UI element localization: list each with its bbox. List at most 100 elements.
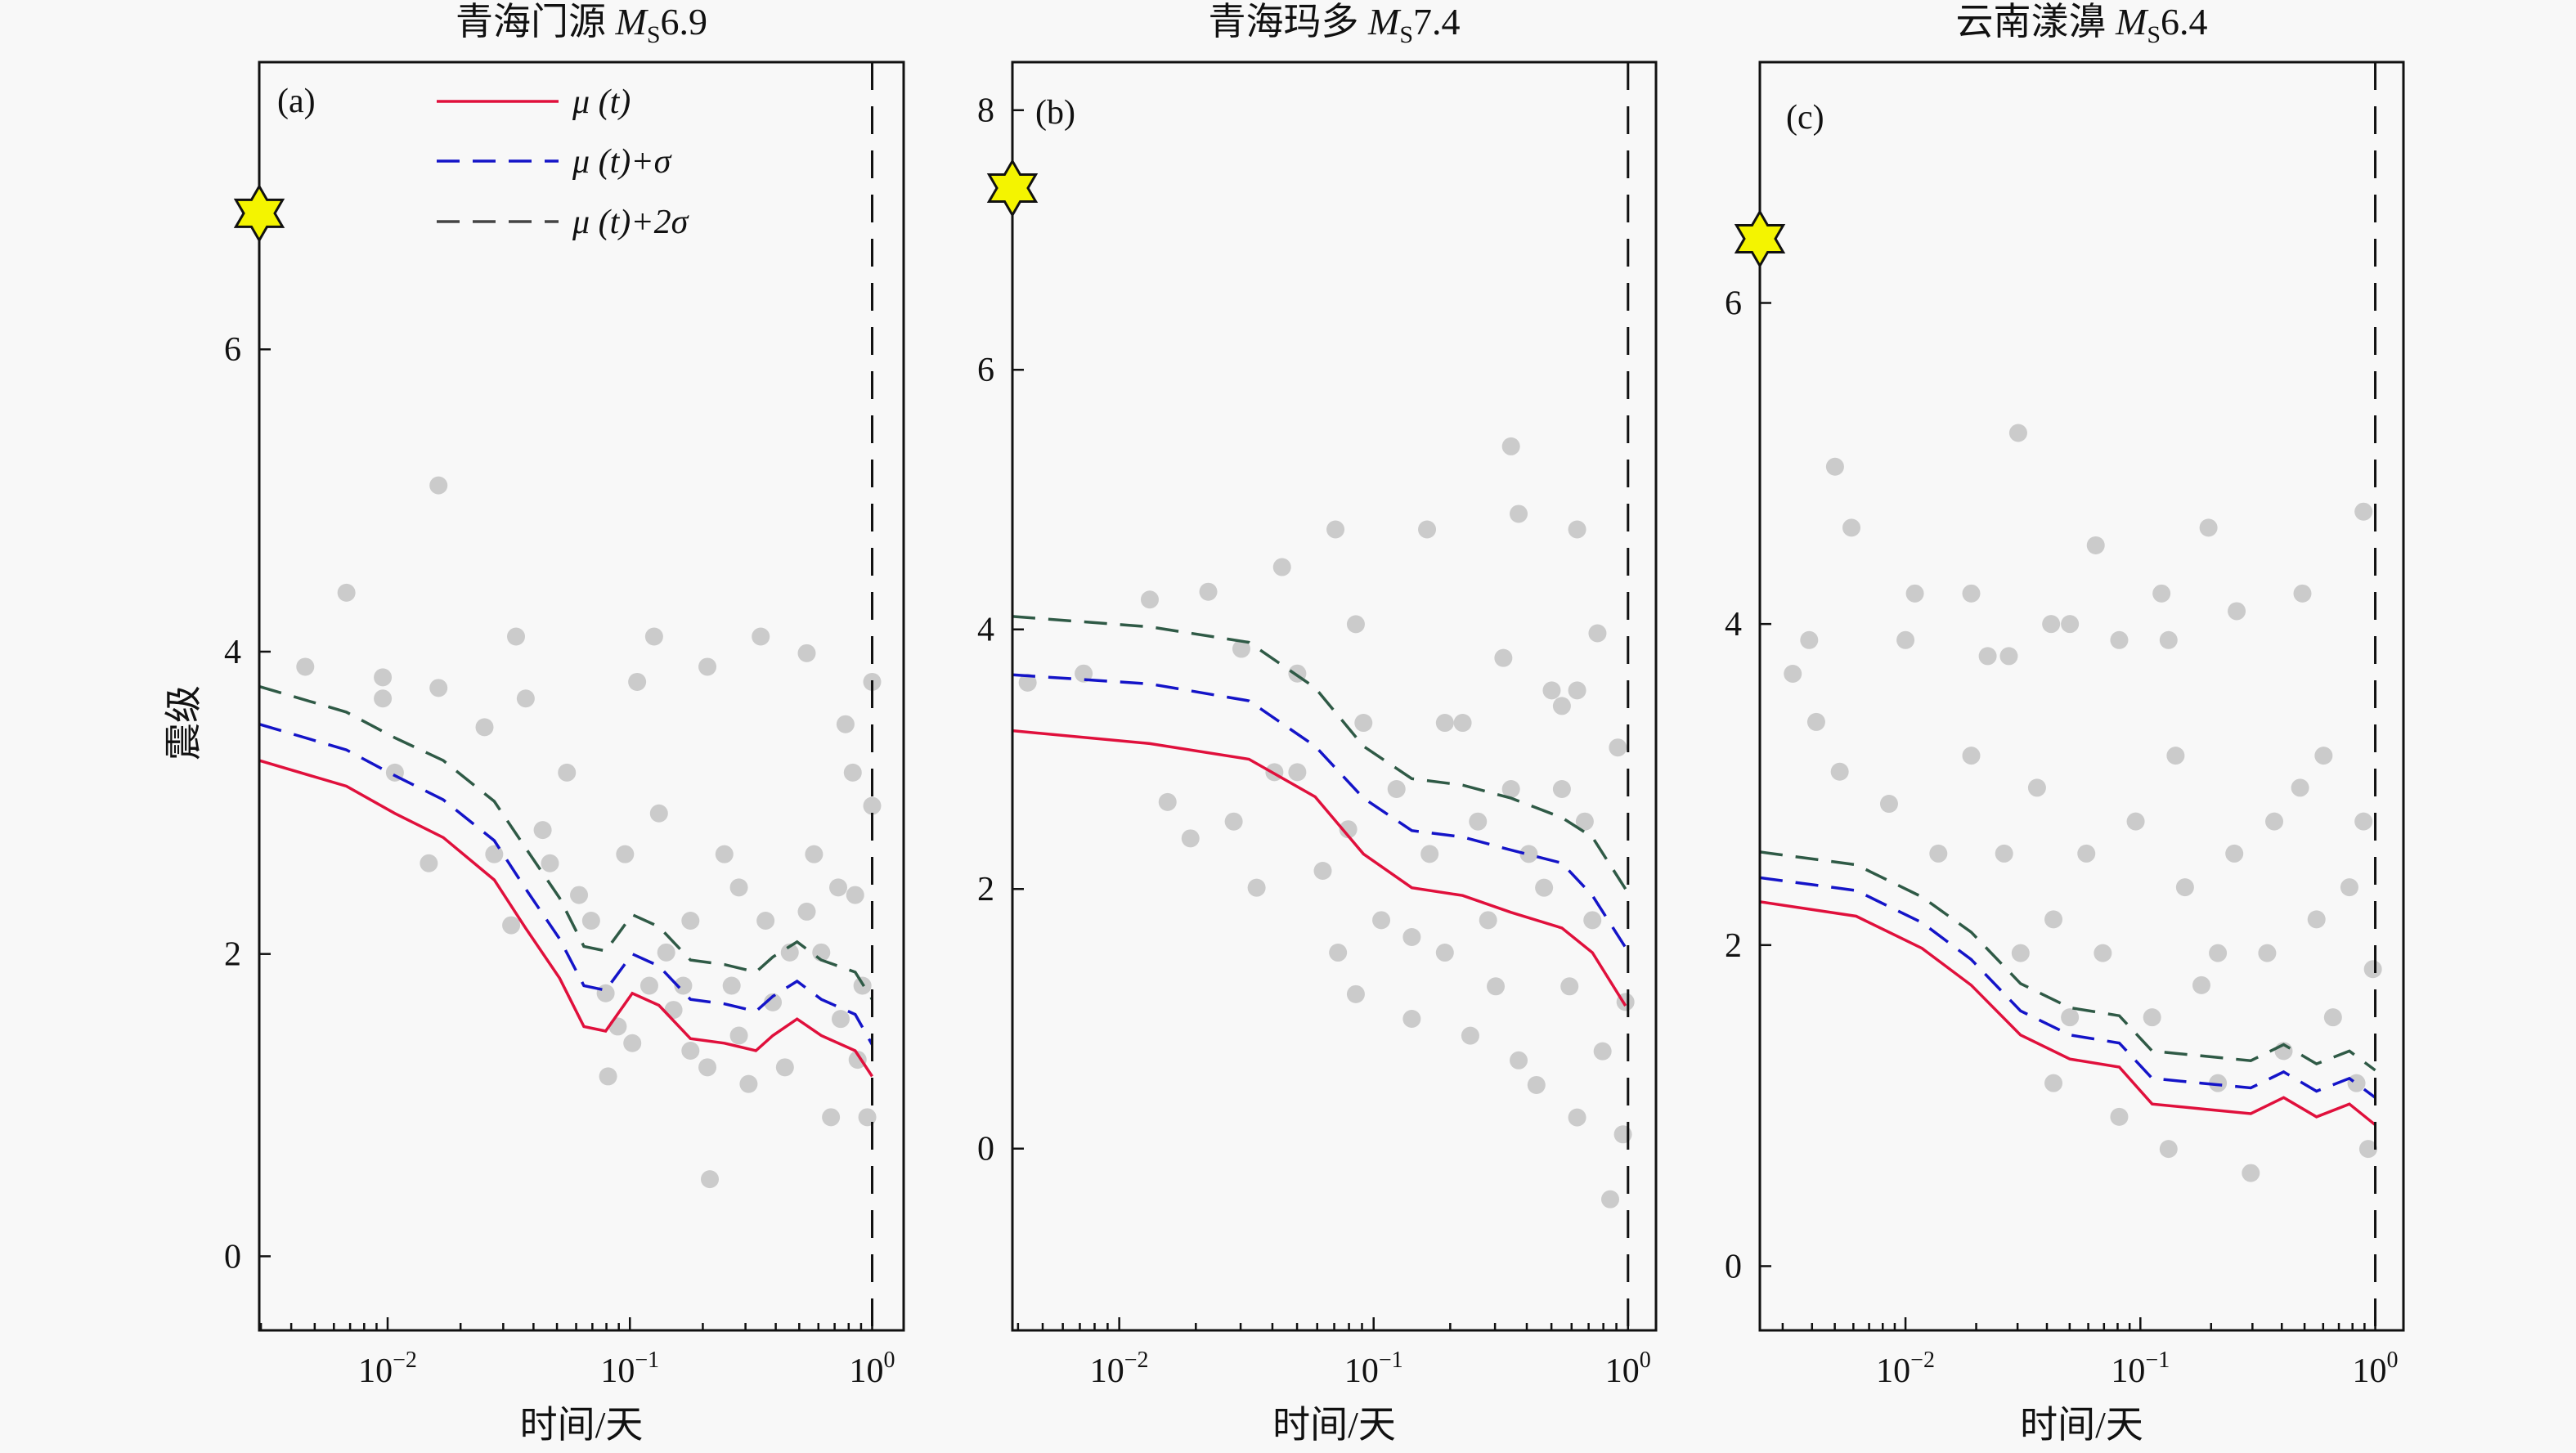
aftershock-point: [1575, 812, 1594, 831]
aftershock-point: [2307, 910, 2326, 929]
aftershock-point: [1487, 977, 1506, 996]
legend-item: μ (t): [437, 83, 631, 121]
x-tick-label: 10−1: [600, 1348, 659, 1390]
aftershock-point: [596, 984, 615, 1002]
aftershock-point: [1418, 520, 1437, 539]
aftershock-point: [1830, 762, 1849, 781]
aftershock-point: [1313, 862, 1332, 881]
aftershock-point: [2199, 518, 2218, 537]
tick-exponent: −1: [635, 1348, 659, 1373]
aftershock-point: [2094, 944, 2112, 962]
aftershock-point: [420, 854, 438, 872]
aftershock-point: [1601, 1190, 1620, 1209]
axes-frame: [1011, 61, 1658, 1332]
aftershock-point: [775, 1058, 794, 1077]
aftershock-point: [1568, 681, 1586, 700]
aftershock-point: [1560, 977, 1579, 996]
mu-curve: [259, 759, 873, 1078]
aftershock-point: [1339, 820, 1358, 839]
mu-plus-2sigma-curve: [1760, 850, 2376, 1072]
aftershock-point: [1402, 927, 1421, 946]
aftershock-point: [1542, 681, 1561, 700]
y-tick-label: 2: [977, 871, 994, 908]
aftershock-point: [843, 763, 862, 782]
aftershock-point: [2175, 878, 2194, 897]
mu-plus-sigma-curve: [259, 723, 874, 1046]
aftershock-point: [2314, 747, 2333, 765]
aftershock-point: [1469, 812, 1488, 831]
title-magnitude-symbol: M: [614, 1, 648, 43]
aftershock-point: [628, 672, 647, 691]
aftershock-point: [2110, 1107, 2129, 1126]
aftershock-point: [1842, 518, 1861, 537]
aftershock-point: [1800, 630, 1819, 649]
aftershock-point: [2340, 878, 2358, 897]
aftershock-point: [2347, 1074, 2366, 1092]
tick-exponent: 0: [883, 1348, 895, 1373]
aftershock-point: [1501, 780, 1520, 799]
aftershock-point: [2110, 630, 2129, 649]
aftershock-point: [848, 1051, 867, 1070]
panel-tag: (b): [1035, 94, 1075, 132]
aftershock-point: [698, 1058, 717, 1077]
aftershock-point: [429, 476, 448, 495]
aftershock-point: [1825, 457, 1844, 476]
aftershock-point: [1962, 747, 1981, 765]
y-tick-label: 6: [224, 331, 241, 369]
panel-title: 青海门源 MS6.9: [456, 1, 707, 48]
aftershock-point: [1896, 630, 1915, 649]
aftershock-point: [1346, 984, 1365, 1003]
aftershock-point: [2159, 630, 2178, 649]
tick-exponent: −2: [1910, 1348, 1935, 1373]
x-tick-label: 100: [1605, 1348, 1651, 1390]
aftershock-point: [516, 689, 535, 708]
aftershock-point: [698, 657, 717, 676]
aftershock-point: [581, 912, 600, 931]
aftershock-point: [1199, 582, 1218, 601]
aftershock-point: [1232, 639, 1250, 658]
aftershock-point: [822, 1108, 841, 1127]
panel-title: 云南漾濞 MS6.4: [1955, 1, 2207, 48]
mu-plus-2sigma-curve: [1012, 615, 1627, 890]
aftershock-point: [1510, 505, 1528, 523]
aftershock-points: [1018, 437, 1635, 1209]
aftershock-point: [1929, 844, 1948, 863]
aftershock-point: [797, 902, 816, 921]
y-tick-label: 0: [224, 1238, 241, 1276]
mu-plus-sigma-curve: [1760, 876, 2376, 1099]
aftershock-point: [1879, 795, 1898, 814]
aftershock-point: [608, 1017, 627, 1036]
aftershock-point: [2363, 960, 2382, 979]
aftershock-point: [2192, 975, 2210, 994]
aftershock-point: [863, 796, 882, 815]
aftershock-point: [1479, 911, 1497, 930]
aftershock-point: [780, 943, 799, 962]
aftershock-point: [374, 668, 393, 687]
aftershock-point: [296, 657, 315, 676]
y-axis-label: 震级: [163, 685, 204, 760]
title-magnitude-symbol: M: [2115, 1, 2149, 43]
x-tick-label: 100: [2353, 1348, 2399, 1390]
aftershock-point: [1519, 845, 1538, 863]
aftershock-point: [1354, 714, 1373, 733]
y-tick-label: 0: [1725, 1248, 1742, 1285]
aftershock-point: [674, 976, 693, 995]
tick-base: 10: [358, 1352, 393, 1390]
tick-exponent: −2: [1124, 1348, 1149, 1373]
aftershock-point: [1461, 1026, 1479, 1045]
y-tick-label: 4: [224, 634, 241, 671]
aftershock-point: [1568, 520, 1586, 539]
y-tick-label: 2: [224, 936, 241, 974]
x-axis-label: 时间/天: [1272, 1404, 1396, 1446]
tick-base: 10: [2111, 1352, 2145, 1390]
aftershock-point: [2209, 944, 2228, 962]
panel-tag: (a): [277, 83, 316, 120]
aftershock-point: [1453, 714, 1472, 733]
mu-curve: [1760, 900, 2376, 1127]
title-magnitude-value: 6.9: [661, 1, 708, 43]
legend-item: μ (t)+2σ: [437, 204, 690, 241]
aftershock-point: [2077, 844, 2096, 863]
aftershock-point: [2008, 424, 2027, 442]
